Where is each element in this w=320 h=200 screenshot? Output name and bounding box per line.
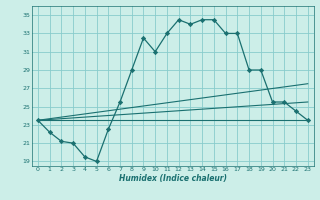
X-axis label: Humidex (Indice chaleur): Humidex (Indice chaleur) [119,174,227,183]
